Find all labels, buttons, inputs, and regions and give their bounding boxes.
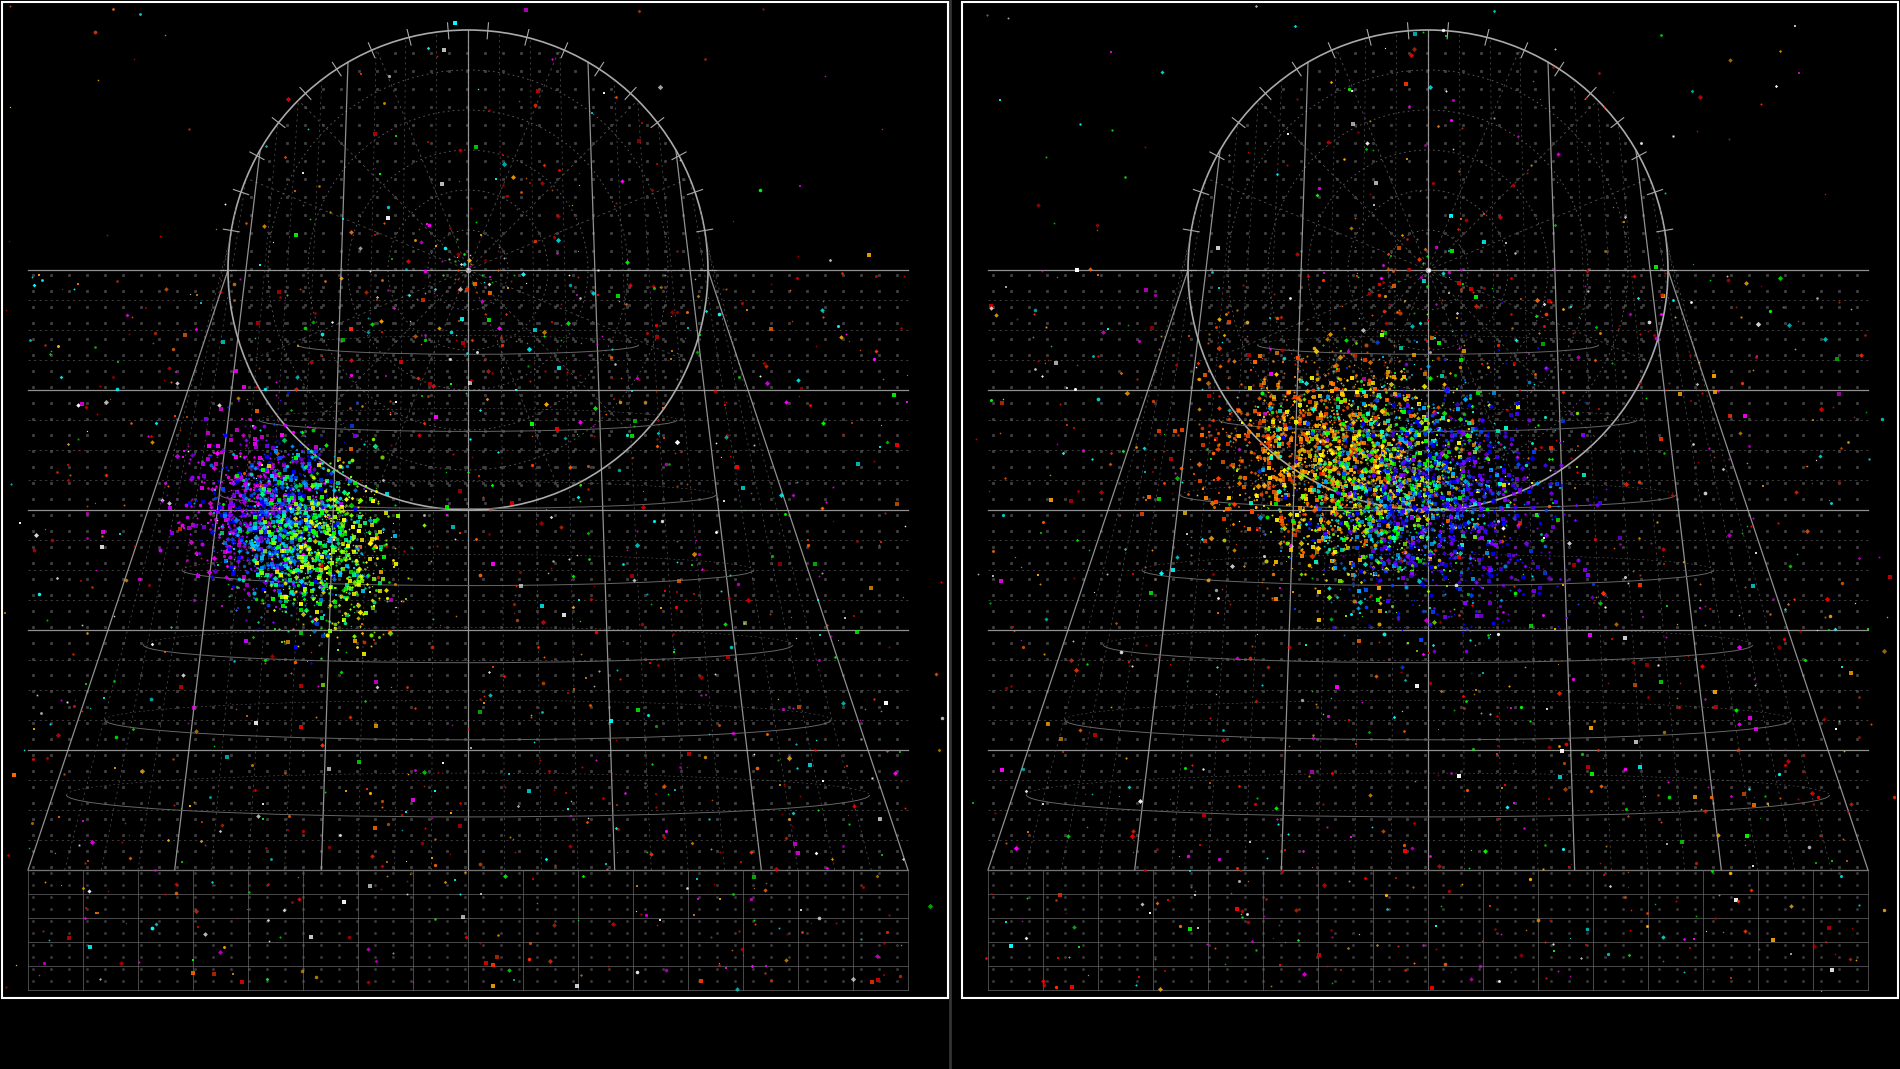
- Bar: [2, 2, 948, 998]
- Bar: [961, 2, 1898, 998]
